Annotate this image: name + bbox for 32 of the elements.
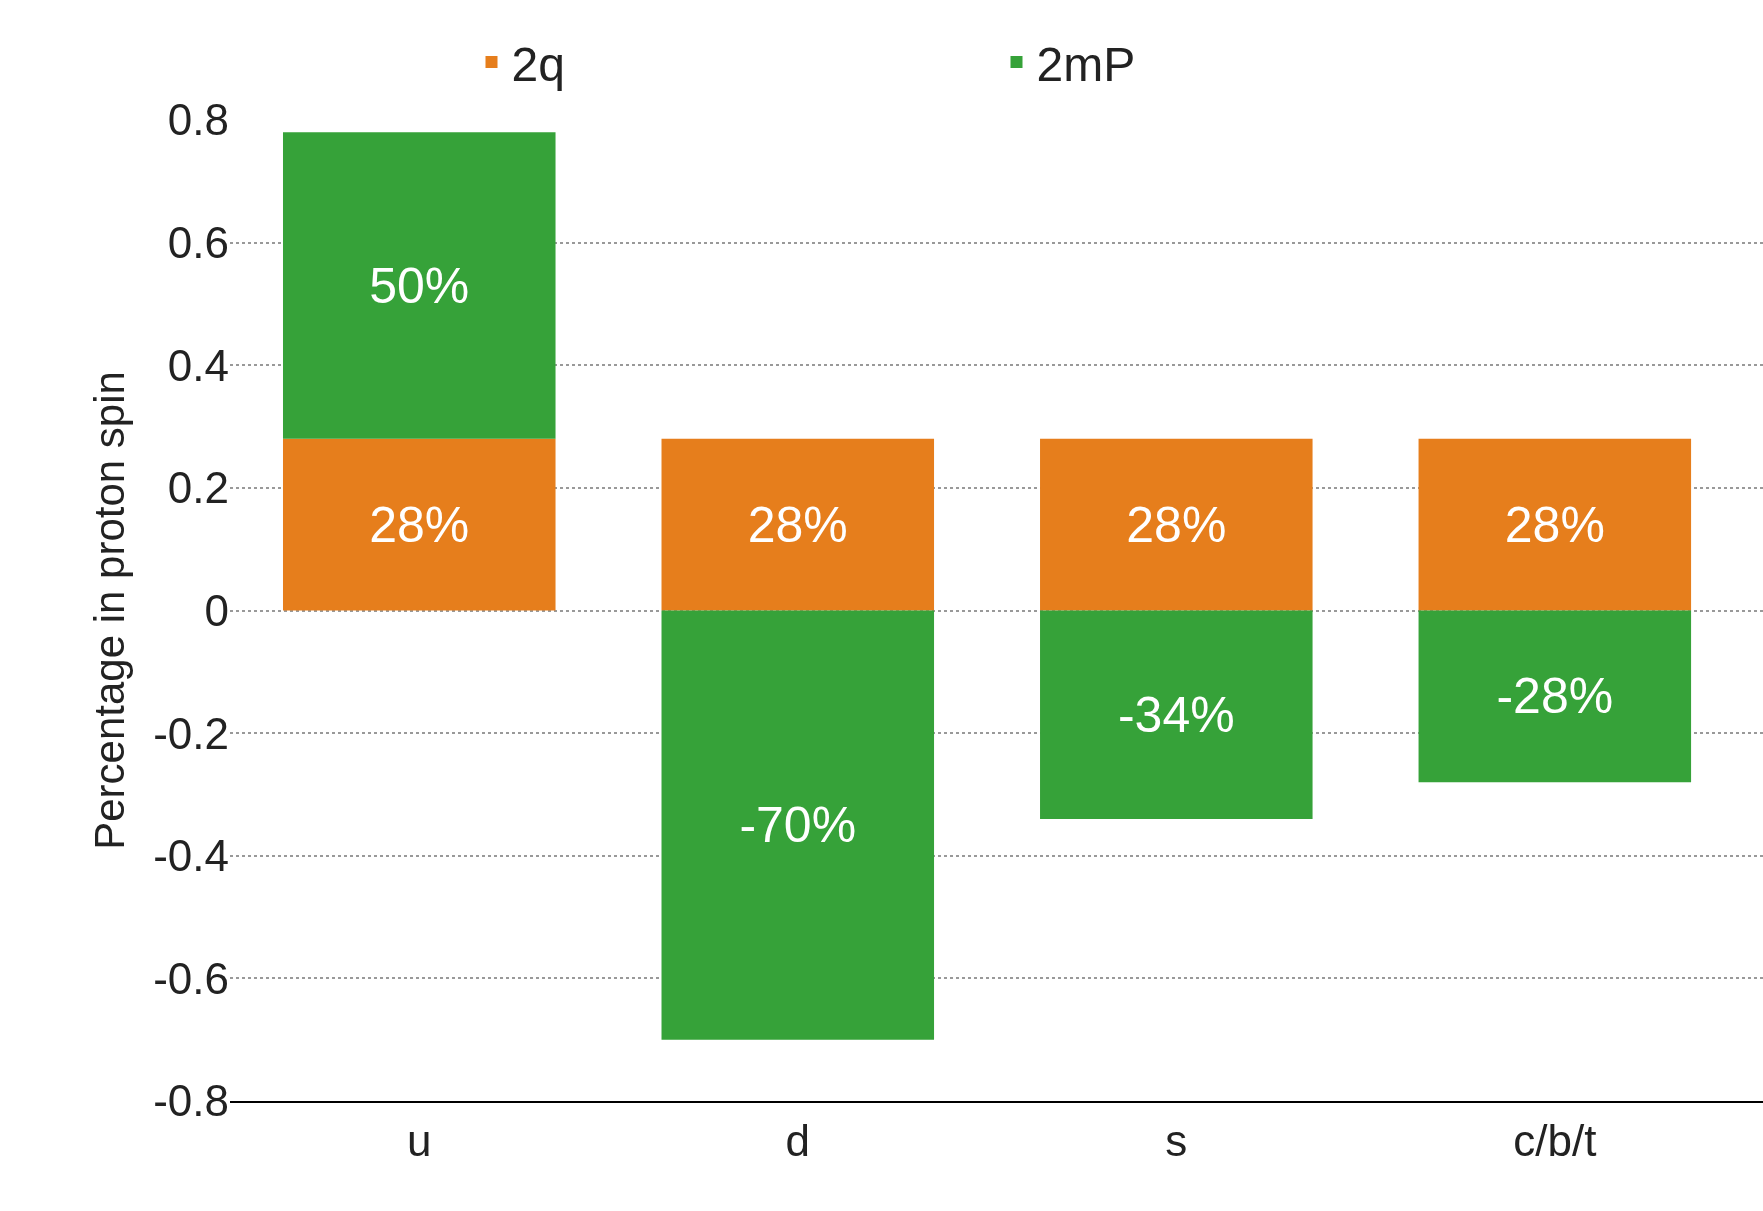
data-label: 50% <box>369 257 470 314</box>
bar <box>661 438 935 611</box>
data-label: 28% <box>747 496 848 553</box>
x-tick-label: s <box>1165 1115 1188 1165</box>
x-tick-label: c/b/t <box>1513 1115 1597 1165</box>
y-tick-label: -0.2 <box>153 708 229 758</box>
y-tick-label: -0.8 <box>153 1076 229 1126</box>
legend-label: 2mP <box>1036 37 1136 91</box>
bar <box>1418 610 1692 783</box>
bar <box>282 132 556 439</box>
y-tick-label: 0.2 <box>167 463 229 513</box>
y-tick-label: 0.6 <box>167 218 229 268</box>
data-label: -34% <box>1117 686 1235 743</box>
x-tick-label: d <box>785 1115 811 1165</box>
bar <box>1040 610 1313 819</box>
y-tick-label: -0.4 <box>153 831 229 881</box>
y-tick-label: 0.4 <box>167 340 229 390</box>
bar <box>661 610 935 1040</box>
bar <box>282 438 556 611</box>
data-label: -28% <box>1496 668 1614 725</box>
data-label: 28% <box>1504 496 1605 553</box>
y-tick-label: 0 <box>204 585 229 635</box>
x-tick-label: u <box>407 1115 432 1165</box>
y-tick-label: 0.8 <box>167 95 229 145</box>
y-axis-title: Percentage in proton spin <box>85 371 133 850</box>
bar <box>1040 438 1313 611</box>
data-label: -70% <box>739 797 857 854</box>
data-label: 28% <box>369 496 470 553</box>
legend-label: 2q <box>511 37 565 91</box>
y-tick-label: -0.6 <box>153 953 229 1003</box>
bar <box>1418 438 1692 611</box>
data-label: 28% <box>1126 496 1227 553</box>
